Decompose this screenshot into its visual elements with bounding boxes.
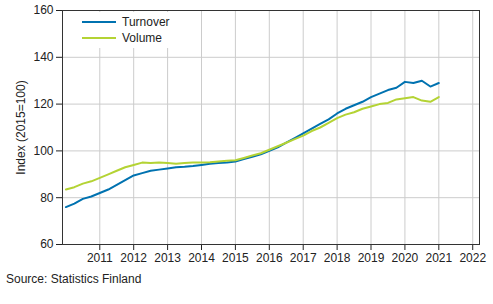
svg-text:60: 60 [40,237,54,251]
html-text:Source: Statistics Finland: Source: Statistics Finland [6,272,142,286]
svg-text:2012: 2012 [120,251,147,265]
svg-text:2019: 2019 [358,251,385,265]
svg-text:2014: 2014 [188,251,215,265]
svg-text:Index (2015=100): Index (2015=100) [14,80,28,174]
svg-text:2016: 2016 [256,251,283,265]
svg-text:80: 80 [40,191,54,205]
svg-text:2017: 2017 [290,251,317,265]
svg-text:120: 120 [33,97,53,111]
svg-text:2022: 2022 [459,251,486,265]
svg-text:140: 140 [33,50,53,64]
svg-text:100: 100 [33,144,53,158]
html-text:Turnover: Turnover [122,15,170,29]
svg-text:2021: 2021 [425,251,452,265]
svg-text:2013: 2013 [154,251,181,265]
svg-text:160: 160 [33,3,53,17]
svg-text:2015: 2015 [222,251,249,265]
html-text:Volume: Volume [122,31,162,45]
svg-text:2018: 2018 [324,251,351,265]
svg-text:2020: 2020 [392,251,419,265]
svg-text:2011: 2011 [87,251,113,265]
